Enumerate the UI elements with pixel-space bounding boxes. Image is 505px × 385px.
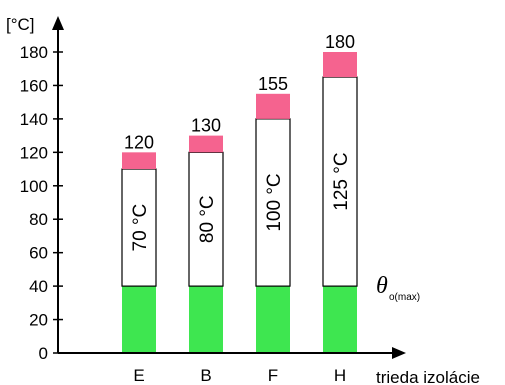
y-tick-label: 40: [29, 277, 48, 296]
bar-middle-segment: [255, 118, 291, 287]
bar-base-segment: [256, 286, 290, 353]
bar-base-segment: [122, 286, 156, 353]
y-tick-label: 120: [20, 143, 48, 162]
bar-top-segment: [256, 93, 290, 119]
y-tick-label: 180: [20, 43, 48, 62]
x-axis-arrow: [392, 347, 406, 359]
bars: 120 70 °C 130 80 °C 155 100 °C 180 125 °C: [121, 32, 358, 353]
bar-top-label: 180: [325, 32, 355, 52]
bar-middle-segment: [322, 76, 358, 287]
y-axis-label: [°C]: [6, 15, 35, 34]
x-tick-label: F: [268, 366, 278, 385]
bar-top-segment: [122, 152, 156, 170]
theta-symbol: θ: [376, 273, 388, 299]
bar-base-segment: [189, 286, 223, 353]
bar-base-segment: [323, 286, 357, 353]
y-tick-label: 140: [20, 110, 48, 129]
y-tick-label: 20: [29, 311, 48, 330]
bar-top-segment: [323, 52, 357, 78]
y-tick-label: 60: [29, 244, 48, 263]
y-axis-arrow: [52, 16, 64, 30]
bar-inside-label: 100 °C: [264, 173, 285, 231]
y-tick-label: 100: [20, 177, 48, 196]
bar-inside-label: 80 °C: [197, 195, 218, 243]
bar-middle-segment: [188, 151, 224, 287]
bar-top-label: 130: [191, 116, 221, 136]
bar-top-label: 120: [124, 132, 154, 152]
y-tick-label: 80: [29, 210, 48, 229]
bar-inside-label: 70 °C: [130, 204, 151, 252]
bar-inside-label: 125 °C: [331, 152, 352, 210]
x-tick-label: B: [200, 366, 211, 385]
theta-subscript: o(max): [389, 292, 420, 303]
theta-annotation: θ o(max): [376, 273, 420, 303]
x-tick-label: E: [133, 366, 144, 385]
bar-middle-segment: [121, 168, 157, 287]
y-tick-label: 0: [39, 344, 48, 363]
x-tick-label: H: [334, 366, 346, 385]
y-axis-ticks: 0 20 40 60 80 100 120 140 160 180: [20, 43, 63, 363]
x-axis-label: trieda izolácie: [376, 368, 480, 385]
y-tick-label: 160: [20, 76, 48, 95]
bar-top-label: 155: [258, 74, 288, 94]
bar-top-segment: [189, 135, 223, 153]
